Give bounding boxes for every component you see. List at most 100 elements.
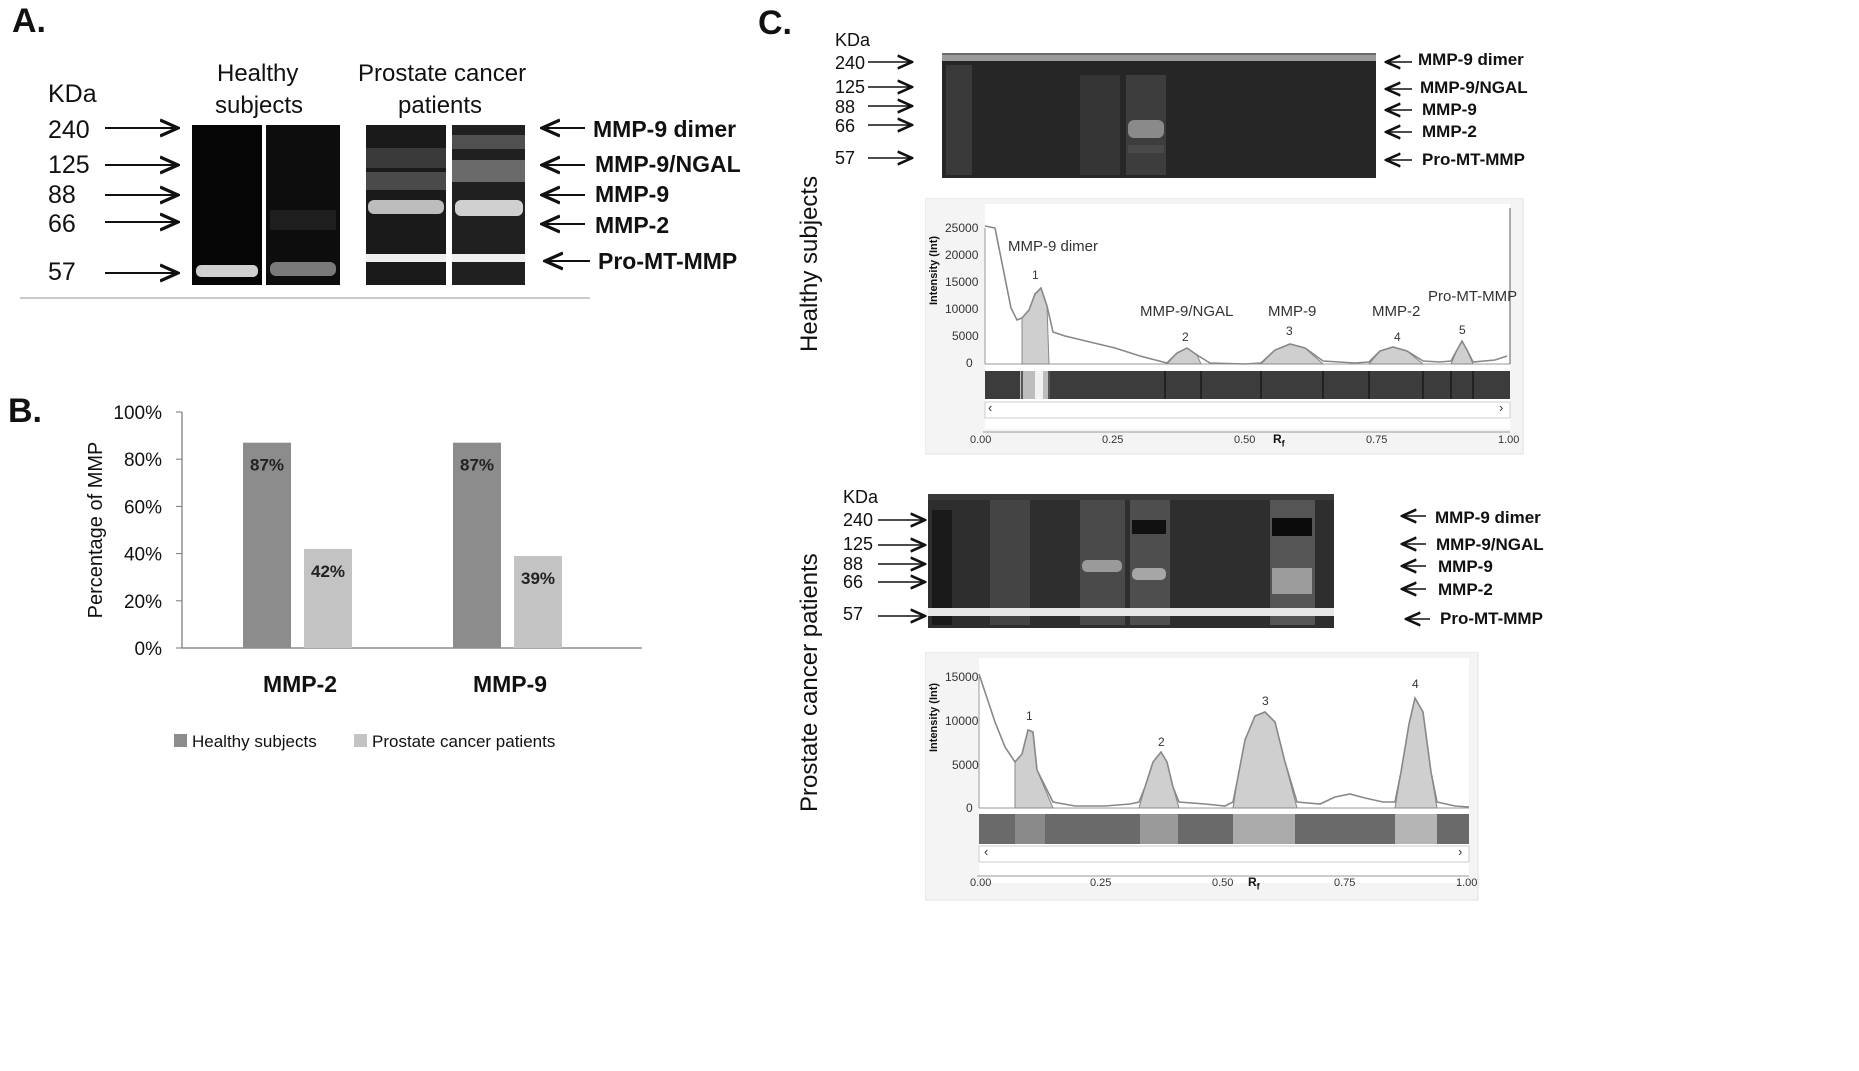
panel-b-label: B. <box>8 392 42 430</box>
band-label: MMP-2 <box>1438 580 1493 599</box>
profile-scrollbar <box>978 845 1470 863</box>
gel-band <box>928 608 1334 616</box>
panel-a-arrows-gel <box>20 0 590 299</box>
gel-band <box>1272 518 1312 536</box>
marker-label: 88 <box>48 181 76 209</box>
gel-band <box>1082 560 1122 572</box>
x-tick: 0.00 <box>970 877 992 889</box>
band-label: Pro-MT-MMP <box>1440 609 1543 628</box>
y-tick: 5000 <box>952 329 979 343</box>
band-label: MMP-9/NGAL <box>1436 535 1544 554</box>
peak-number: 4 <box>1412 677 1419 691</box>
band-label: MMP-9 <box>1422 100 1477 119</box>
x-tick: 0.50 <box>1234 434 1256 446</box>
legend-swatch <box>174 734 187 747</box>
bar <box>243 442 291 648</box>
band-label: MMP-9/NGAL <box>595 151 741 177</box>
marker-label: 240 <box>48 116 90 144</box>
band-label: MMP-2 <box>595 212 670 238</box>
y-tick-label: 100% <box>113 403 162 424</box>
marker-label: 66 <box>48 210 76 238</box>
x-tick: 0.75 <box>1334 877 1356 889</box>
kda-unit-cancer: KDa <box>843 487 879 507</box>
y-tick: 20000 <box>945 248 979 262</box>
profile-scrollbar <box>984 401 1511 419</box>
category-label: MMP-9 <box>473 671 547 697</box>
marker-label: 57 <box>843 604 864 624</box>
scroll-right-arrow[interactable]: › <box>1458 844 1463 859</box>
bar <box>304 548 352 648</box>
side-label-healthy-text: Healthy subjects <box>796 175 823 352</box>
peak-number: 3 <box>1262 694 1269 708</box>
scroll-right-arrow[interactable]: › <box>1499 400 1504 415</box>
marker-label: 240 <box>835 53 866 73</box>
peak-number: 2 <box>1158 735 1165 749</box>
x-tick: 0.50 <box>1212 877 1234 889</box>
column-header-cancer-line2: patients <box>398 92 483 119</box>
scroll-left-arrow[interactable]: ‹ <box>988 400 993 415</box>
x-tick: 0.75 <box>1366 434 1388 446</box>
gel-band <box>196 265 258 277</box>
marker-label: 240 <box>843 510 874 530</box>
y-tick: 15000 <box>945 275 979 289</box>
marker-label: 88 <box>835 97 856 117</box>
peak-name: MMP-9 dimer <box>1008 238 1099 255</box>
kda-unit-healthy: KDa <box>835 30 871 50</box>
gel-band <box>1272 568 1312 594</box>
gel-band <box>455 200 523 216</box>
x-tick: 0.25 <box>1090 877 1112 889</box>
y-tick-label: 0% <box>135 639 163 660</box>
cancer-intensity-profile <box>925 652 1479 901</box>
gel-band <box>366 254 446 262</box>
x-tick: 0.25 <box>1102 434 1124 446</box>
x-tick: 0.00 <box>970 434 992 446</box>
y-tick: 0 <box>966 801 973 815</box>
bar-value-label: 87% <box>250 456 284 475</box>
gel-lane-healthy-2 <box>266 125 340 285</box>
bar <box>514 555 562 648</box>
y-tick: 15000 <box>945 670 979 684</box>
y-tick: 25000 <box>945 221 979 235</box>
y-tick-label: 80% <box>124 450 162 471</box>
peak-name: Pro-MT-MMP <box>1428 288 1518 305</box>
x-axis-label: Rf <box>1248 875 1260 892</box>
scroll-left-arrow[interactable]: ‹ <box>984 844 989 859</box>
category-label: MMP-2 <box>263 671 337 697</box>
band-label: MMP-9 dimer <box>1418 50 1524 69</box>
column-header-healthy-line2: subjects <box>215 92 304 119</box>
peak-number: 5 <box>1459 323 1466 337</box>
peak-name: MMP-9/NGAL <box>1140 303 1234 320</box>
band-label: MMP-2 <box>1422 122 1477 141</box>
x-tick: 1.00 <box>1456 877 1478 889</box>
cancer-gel-and-arrows <box>878 494 1430 628</box>
marker-label: 66 <box>835 116 856 136</box>
profile-gel-strip <box>985 371 1510 399</box>
marker-label: 125 <box>843 534 874 554</box>
y-tick: 5000 <box>952 758 979 772</box>
gel-lane-healthy-1 <box>192 125 262 285</box>
legend-label: Prostate cancer patients <box>372 732 555 751</box>
kda-unit-a: KDa <box>48 80 97 108</box>
marker-label: 57 <box>835 148 856 168</box>
gel-band <box>1128 120 1164 138</box>
gel-band <box>452 254 525 262</box>
y-tick-label: 40% <box>124 545 162 566</box>
bar-value-label: 87% <box>460 456 494 475</box>
bar <box>453 442 501 648</box>
legend-label: Healthy subjects <box>192 732 317 751</box>
x-tick: 1.00 <box>1498 434 1520 446</box>
band-label: MMP-9 dimer <box>1435 508 1541 527</box>
band-label: Pro-MT-MMP <box>1422 150 1525 169</box>
peak-number: 1 <box>1032 268 1039 282</box>
band-label: MMP-9/NGAL <box>1420 78 1528 97</box>
gel-band <box>368 200 444 214</box>
marker-label: 125 <box>835 77 866 97</box>
y-axis-title: Percentage of MMP <box>85 442 107 619</box>
profile-gel-strip <box>979 814 1469 844</box>
peak-number: 3 <box>1286 324 1293 338</box>
healthy-intensity-profile <box>925 198 1524 455</box>
bar-value-label: 39% <box>521 569 555 588</box>
x-axis-label: Rf <box>1273 432 1285 449</box>
bar-chart: 0% 20% 40% 60% 80% 100% Percentage of MMP 87% 42… <box>85 403 642 751</box>
side-label-cancer-text: Prostate cancer patients <box>796 553 823 812</box>
